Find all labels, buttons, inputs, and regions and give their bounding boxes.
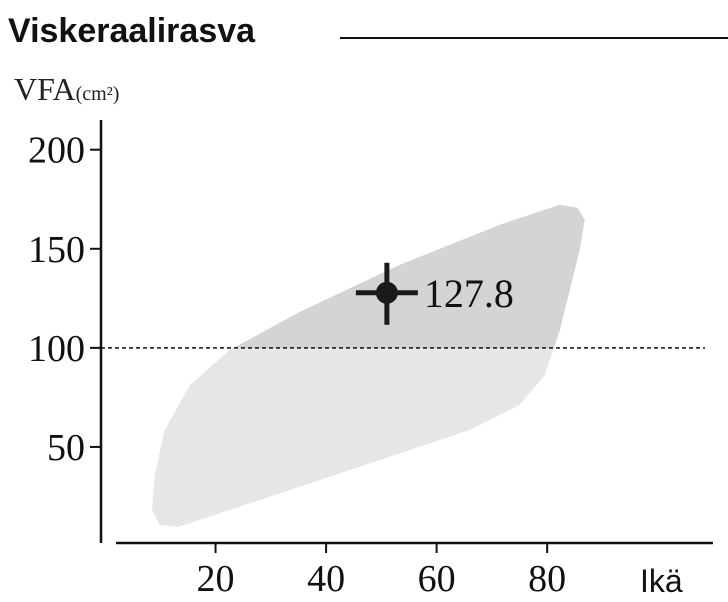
x-tick-label: 60 — [418, 558, 456, 600]
y-axis-label: VFA(cm²) — [14, 71, 119, 107]
data-point — [355, 262, 418, 325]
x-axis-label: Ikä — [640, 563, 683, 599]
region-below — [151, 347, 554, 527]
x-tick-label: 80 — [528, 558, 566, 600]
marker-dot — [375, 281, 398, 304]
region-above — [233, 204, 585, 348]
data-label: 127.8 — [424, 271, 514, 316]
chart-title: Viskeraalirasva — [8, 12, 256, 50]
y-tick-label: 200 — [28, 130, 85, 172]
y-label: VFA — [14, 71, 76, 107]
x-tick-label: 20 — [197, 558, 235, 600]
y-tick-label: 150 — [28, 229, 85, 271]
y-tick-label: 100 — [28, 328, 85, 370]
x-tick-label: 40 — [307, 558, 345, 600]
y-unit: (cm²) — [76, 83, 120, 105]
y-tick-label: 50 — [47, 427, 85, 469]
